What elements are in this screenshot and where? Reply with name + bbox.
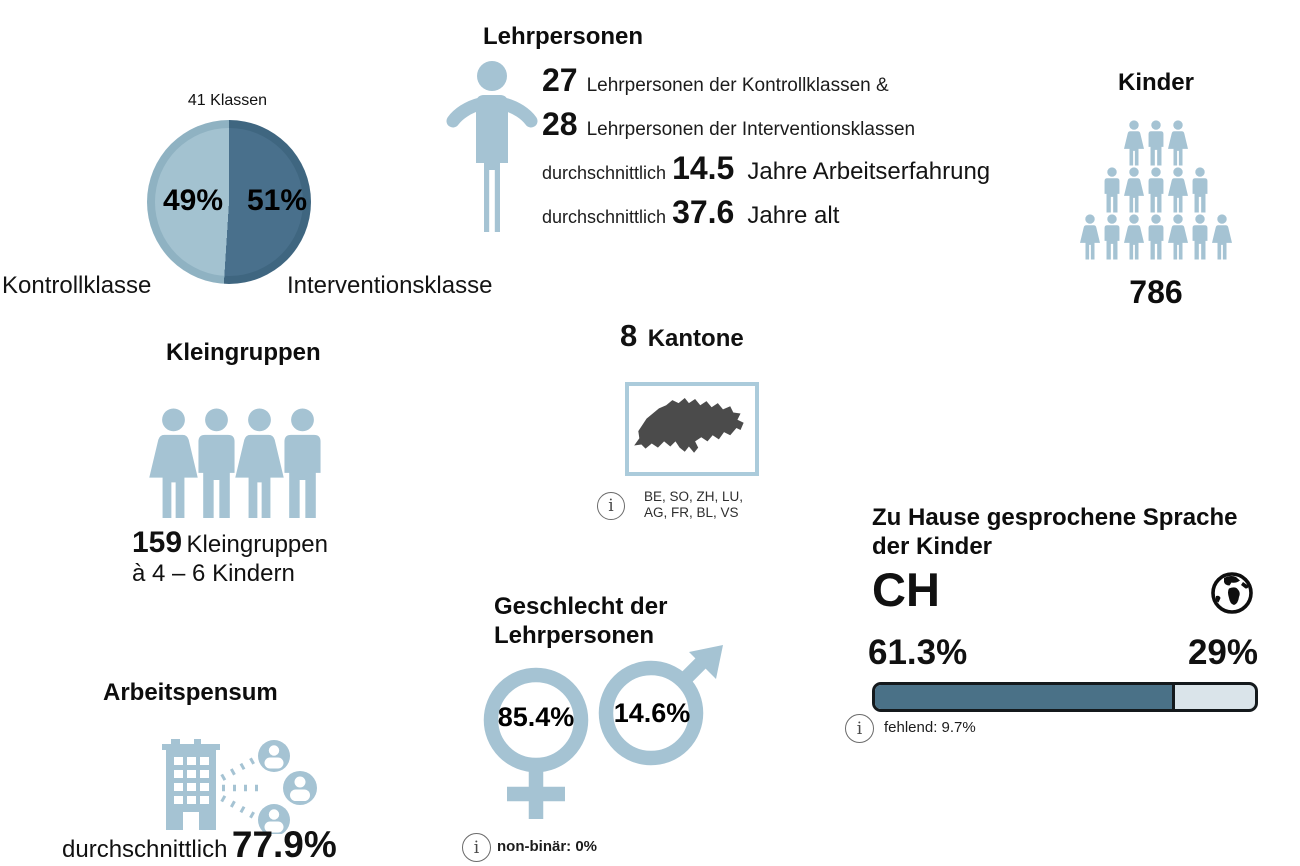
info-icon: i [462,833,491,862]
classes-pie-rim [147,120,311,284]
teachers-line-1: 27 Lehrpersonen der Kontrollklassen & [542,62,990,99]
age-prefix: durchschnittlich [542,207,667,227]
cantons-title: Kantone [647,325,744,352]
teachers-control-label: Lehrpersonen der Kontrollklassen & [586,75,889,96]
building-network-icon [162,739,317,834]
gender-title: Geschlecht der Lehrpersonen [494,592,667,650]
children-row-2 [1068,167,1244,214]
woman-icon [1122,214,1146,261]
classes-pie [155,128,303,276]
woman-icon [1122,167,1146,214]
language-other-pct: 29% [1187,633,1258,672]
smallgroups-count: 159 [132,526,183,559]
age-value: 37.6 [672,194,735,230]
children-count: 786 [1129,274,1183,310]
language-ch-pct: 61.3% [868,633,968,672]
man-icon [1144,167,1168,214]
experience-suffix: Jahre Arbeitserfahrung [747,158,991,185]
man-icon [1100,167,1124,214]
woman-icon [1078,214,1102,261]
male-pct: 14.6% [613,698,691,728]
teachers-intervention-label: Lehrpersonen der Interventionsklassen [586,119,916,140]
workload-value: 77.9% [231,824,337,865]
man-icon [1144,120,1168,167]
workload-prefix: durchschnittlich [62,836,228,863]
language-missing-note: fehlend: 9.7% [884,719,976,736]
workload-title: Arbeitspensum [103,679,278,706]
smallgroups-title: Kleingruppen [166,339,321,366]
cantons-list-line-2: AG, FR, BL, VS [644,505,739,520]
info-icon: i [597,492,625,520]
children-title: Kinder [1117,69,1194,96]
experience-value: 14.5 [672,150,735,186]
switzerland-map-frame [625,382,759,476]
pie-slice-intervention-pct: 51% [247,184,308,217]
experience-prefix: durchschnittlich [542,163,667,183]
globe-icon [1211,572,1253,614]
gender-title-line-2: Lehrpersonen [494,622,655,649]
gender-nonbinary-note: non-binär: 0% [497,838,597,855]
woman-icon [1166,214,1190,261]
workload-value-line: durchschnittlich 77.9% [62,824,337,866]
woman-icon [1122,120,1146,167]
woman-icon [1166,167,1190,214]
smallgroups-count-line: 159 Kleingruppen [132,526,328,560]
man-icon [1144,214,1168,261]
teachers-control-count: 27 [542,62,578,98]
teachers-intervention-count: 28 [542,106,578,142]
cantons-count: 8 [620,318,638,353]
smallgroups-size-note: à 4 – 6 Kindern [132,560,295,587]
language-title-line-1: Zu Hause gesprochene Sprache [872,504,1238,531]
switzerland-map-icon [634,398,744,453]
language-bar [872,682,1258,712]
man-icon [1100,214,1124,261]
teachers-stats: 27 Lehrpersonen der Kontrollklassen & 28 L… [542,62,990,238]
children-row-1 [1068,120,1244,167]
pie-label-interventionsklasse: Interventionsklasse [287,272,493,299]
info-icon: i [845,714,874,743]
pie-slice-control-pct: 49% [163,184,224,217]
teachers-line-4: durchschnittlich 37.6 Jahre alt [542,194,990,231]
teachers-title: Lehrpersonen [483,23,644,50]
teachers-line-3: durchschnittlich 14.5 Jahre Arbeitserfahru… [542,150,990,187]
smallgroups-count-label: Kleingruppen [186,531,328,558]
smallgroups-pictogram [152,406,324,523]
pie-label-kontrollklasse: Kontrollklasse [2,272,152,299]
man-icon [1188,214,1212,261]
cantons-list-line-1: BE, SO, ZH, LU, [644,489,744,504]
language-bar-fill [875,685,1176,709]
gender-title-line-1: Geschlecht der [494,593,668,620]
male-symbol-icon [598,645,723,766]
shrugging-person-icon [446,61,538,232]
classes-title: 41 Klassen [187,92,268,109]
man-icon [1188,167,1212,214]
children-row-3 [1068,214,1244,261]
man-icon [274,406,331,523]
woman-icon [1210,214,1234,261]
female-symbol-icon [483,667,589,819]
cantons-header: 8 Kantone [620,318,744,354]
teachers-line-2: 28 Lehrpersonen der Interventionsklassen [542,106,990,143]
female-pct: 85.4% [497,702,575,732]
language-ch-label: CH [872,563,940,616]
woman-icon [1166,120,1190,167]
children-pictogram [1068,120,1244,261]
language-title-line-2: der Kinder [872,533,993,560]
age-suffix: Jahre alt [747,202,840,229]
cantons-list: BE, SO, ZH, LU, AG, FR, BL, VS [644,489,743,521]
language-title: Zu Hause gesprochene Sprache der Kinder [872,503,1237,561]
